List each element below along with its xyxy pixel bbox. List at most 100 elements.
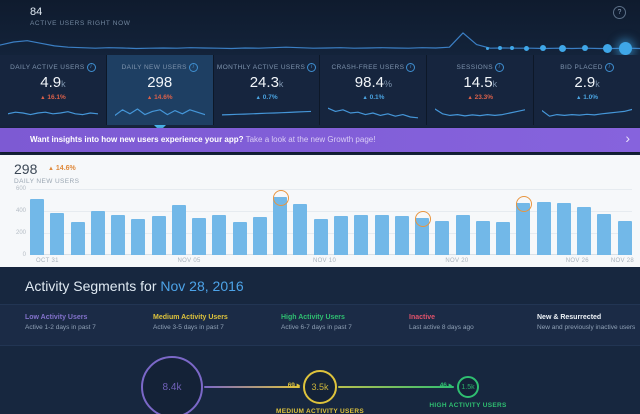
change-arrow-icon: ▲ <box>48 166 54 172</box>
bar[interactable] <box>212 214 227 255</box>
metric-label: DAILY ACTIVE USERS <box>10 64 85 71</box>
bar[interactable] <box>70 222 85 255</box>
info-icon[interactable]: i <box>307 63 317 72</box>
metric-card-sessions[interactable]: SESSIONS i 14.5k ▲ 23.3% <box>427 55 535 125</box>
metric-unit: k <box>278 79 284 89</box>
x-axis-tick: NOV 05 <box>177 258 201 264</box>
bar[interactable] <box>273 196 288 255</box>
chevron-right-icon[interactable]: › <box>625 130 630 146</box>
funnel-node-low-activity[interactable]: 8.4k <box>141 356 203 414</box>
info-icon[interactable]: i <box>494 63 504 72</box>
metric-card-crash-free-users[interactable]: CRASH-FREE USERS i 98.4% ▲ 0.1% <box>320 55 428 125</box>
bar[interactable] <box>415 217 430 255</box>
funnel-node-label-medium: MEDIUM ACTIVITY USERS <box>276 408 364 414</box>
bar[interactable] <box>232 222 247 255</box>
bar[interactable] <box>374 215 389 255</box>
y-axis-tick: 400 <box>15 208 26 214</box>
bar[interactable] <box>475 220 490 255</box>
bar-chart[interactable]: 600 400 200 0 <box>16 186 632 258</box>
bar[interactable] <box>435 220 450 255</box>
bar[interactable] <box>556 202 571 255</box>
x-axis-tick: NOV 10 <box>312 258 337 264</box>
bar[interactable] <box>577 206 592 255</box>
metric-card-bid-placed[interactable]: BID PLACED i 2.9k ▲ 1.0% <box>534 55 640 125</box>
metric-sparkline <box>221 110 312 116</box>
funnel-node-high-activity[interactable]: 1.5k <box>457 376 479 398</box>
bar[interactable] <box>536 202 551 255</box>
metric-label: DAILY NEW USERS <box>121 64 187 71</box>
sparkline-dot <box>485 46 489 50</box>
bar[interactable] <box>597 213 612 255</box>
growth-page-banner[interactable]: Want insights into how new users experie… <box>0 128 640 152</box>
bar[interactable] <box>90 211 105 255</box>
sparkline-dot <box>558 44 566 52</box>
bar[interactable] <box>151 215 166 255</box>
chart-metric-label: DAILY NEW USERS <box>14 178 80 185</box>
sparkline-dot <box>540 45 546 51</box>
gridline <box>30 233 632 234</box>
bar[interactable] <box>192 218 207 255</box>
bar[interactable] <box>50 213 65 255</box>
chart-current-value: 298 <box>14 161 38 177</box>
sparkline-dot <box>618 41 632 55</box>
bar[interactable] <box>30 199 44 255</box>
legend-new-resurrected[interactable]: New & Resurrected New and previously ina… <box>512 314 640 345</box>
metric-sparkline <box>435 108 526 117</box>
metric-value: 98.4 <box>354 74 384 91</box>
bar[interactable] <box>252 217 267 255</box>
metric-card-daily-active-users[interactable]: DAILY ACTIVE USERS i 4.9k ▲ 16.1% <box>0 55 107 125</box>
funnel-flow-count: 69 ▸ <box>287 382 300 389</box>
bar[interactable] <box>354 214 369 255</box>
sparkline-dot <box>602 43 612 53</box>
metric-change: ▲ 0.1% <box>362 94 385 101</box>
help-icon[interactable]: ? <box>613 6 626 19</box>
funnel-connector-line <box>338 386 454 388</box>
bar[interactable] <box>293 203 308 255</box>
bar[interactable] <box>131 218 146 255</box>
bar[interactable] <box>516 203 531 255</box>
segments-title: Activity Segments for <box>25 278 161 294</box>
bar[interactable] <box>333 215 348 255</box>
sparkline-dot <box>498 46 502 50</box>
legend-medium-activity[interactable]: Medium Activity Users Active 3-5 days in… <box>128 314 256 345</box>
bar[interactable] <box>617 221 632 255</box>
legend-low-activity[interactable]: Low Activity Users Active 1-2 days in pa… <box>0 314 128 345</box>
metric-card-daily-new-users[interactable]: DAILY NEW USERS i 298 ▲ 14.6% <box>106 55 214 131</box>
bar[interactable] <box>171 204 186 255</box>
bar[interactable] <box>496 222 511 255</box>
bar[interactable] <box>313 218 328 255</box>
info-icon[interactable]: i <box>188 63 198 72</box>
funnel-node-value: 1.5k <box>461 383 475 391</box>
y-axis-tick: 600 <box>15 186 26 192</box>
daily-new-users-panel: 298 ▲ 14.6% DAILY NEW USERS 600 400 200 0 O… <box>0 155 640 267</box>
metric-value: 14.5 <box>463 74 493 91</box>
legend-inactive[interactable]: Inactive Last active 8 days ago <box>384 314 512 345</box>
funnel-node-label-high: HIGH ACTIVITY USERS <box>429 402 507 409</box>
segments-date[interactable]: Nov 28, 2016 <box>160 278 244 294</box>
info-icon[interactable]: i <box>604 63 614 72</box>
live-users-section: 84 ACTIVE USERS RIGHT NOW ? <box>0 0 640 56</box>
change-arrow-icon: ▲ <box>40 95 46 101</box>
bar[interactable] <box>111 215 126 255</box>
metric-card-monthly-active-users[interactable]: MONTHLY ACTIVE USERS i 24.3k ▲ 0.7% <box>213 55 321 125</box>
sparkline-dot <box>582 45 588 51</box>
metric-cards-row: DAILY ACTIVE USERS i 4.9k ▲ 16.1% DAILY N… <box>0 55 640 131</box>
gridline <box>30 211 632 212</box>
funnel-node-medium-activity[interactable]: 3.5k <box>303 370 337 404</box>
activity-funnel: 69 ▸ 46 ▸ 8.4k 3.5k 1.5k MEDIUM ACTIVITY… <box>0 340 640 414</box>
change-arrow-icon: ▲ <box>467 95 473 101</box>
info-icon[interactable]: i <box>86 63 96 72</box>
legend-desc: New and previously inactive users <box>537 324 636 331</box>
metric-unit: k <box>595 79 600 89</box>
metric-unit: k <box>492 79 498 89</box>
bar[interactable] <box>394 215 409 255</box>
x-axis-tick: OCT 31 <box>36 258 59 264</box>
change-arrow-icon: ▲ <box>146 95 153 101</box>
live-users-label: ACTIVE USERS RIGHT NOW <box>30 20 131 27</box>
info-icon[interactable]: i <box>406 63 416 72</box>
legend-high-activity[interactable]: High Activity Users Active 6-7 days in p… <box>256 314 384 345</box>
metric-sparkline <box>542 108 632 117</box>
bar[interactable] <box>455 214 470 255</box>
metric-label: MONTHLY ACTIVE USERS <box>216 64 306 71</box>
metric-value: 4.9 <box>40 74 62 91</box>
